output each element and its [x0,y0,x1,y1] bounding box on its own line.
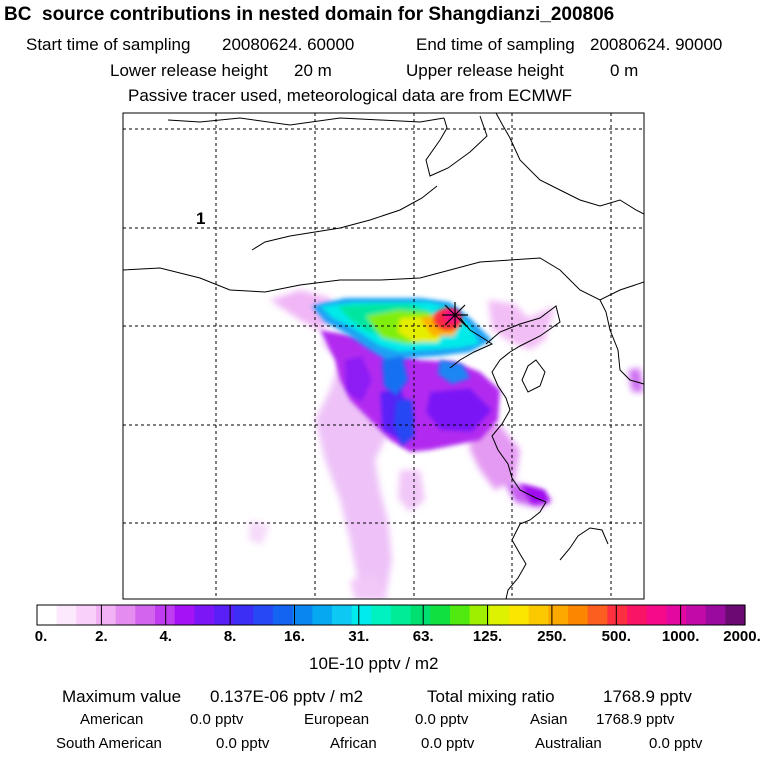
colorbar-cell [155,605,176,625]
colorbar-tick-label: 1000. [661,628,700,645]
total-mixing-value: 1768.9 pptv [603,687,692,706]
colorbar [36,604,746,626]
max-value: 0.137E-06 pptv / m2 [210,687,364,706]
upper-release-value: 0 m [610,61,639,80]
colorbar-tick-label: 2000. [723,628,761,645]
colorbar-cell [646,605,667,625]
colorbar-tick-label: 250. [537,628,567,645]
map-region-label: 1 [196,209,205,228]
colorbar-cell [371,605,392,625]
colorbar-cell [450,605,471,625]
colorbar-tick-label: 8. [223,628,237,645]
colorbar-tick-label: 0. [34,628,48,645]
colorbar-cell [430,605,451,625]
colorbar-cell [469,605,490,625]
colorbar-tick-label: 125. [472,628,503,645]
south-american-value: 0.0 pptv [216,735,270,752]
colorbar-tick-label: 63. [412,628,434,645]
colorbar-cell [37,605,58,625]
end-time-value: 20080624. 90000 [590,35,723,54]
colorbar-cell [214,605,235,625]
colorbar-cell [233,605,254,625]
start-time-label: Start time of sampling [26,35,191,54]
end-time-label: End time of sampling [416,35,575,54]
colorbar-tick-label: 16. [284,628,305,645]
australian-label: Australian [535,735,602,752]
tracer-note: Passive tracer used, meteorological data… [128,86,573,105]
colorbar-cell [96,605,117,625]
total-mixing-label: Total mixing ratio [427,687,555,706]
american-value: 0.0 pptv [190,711,244,728]
colorbar-cell [725,605,746,625]
receptor-marker-icon [442,302,468,328]
colorbar-cell [273,605,294,625]
south-american-label: South American [56,735,162,752]
colorbar-cell [587,605,608,625]
colorbar-tick-label: 2. [95,628,108,645]
map-grid [123,113,644,599]
colorbar-unit-label: 10E-10 pptv / m2 [309,654,439,673]
colorbar-cell [332,605,353,625]
colorbar-tick-label: 31. [348,628,370,645]
european-value: 0.0 pptv [415,711,469,728]
colorbar-cell [76,605,97,625]
lower-release-label: Lower release height [110,61,268,80]
colorbar-cell [115,605,136,625]
colorbar-cell [489,605,510,625]
source-contribution-map: 1 [122,112,645,600]
asian-value: 1768.9 pptv [596,711,675,728]
asian-label: Asian [530,711,568,728]
chart-title: BC source contributions in nested domain… [4,4,615,25]
american-label: American [80,711,144,728]
australian-value: 0.0 pptv [649,735,703,752]
colorbar-tick-label: 500. [601,628,631,645]
colorbar-cell [135,605,156,625]
colorbar-cell [509,605,530,625]
colorbar-cell [705,605,726,625]
colorbar-cell [607,605,628,625]
colorbar-cell [312,605,333,625]
colorbar-cell [528,605,549,625]
max-value-label: Maximum value [62,687,182,706]
colorbar-cell [686,605,707,625]
colorbar-cell [666,605,687,625]
upper-release-label: Upper release height [406,61,564,80]
african-value: 0.0 pptv [421,735,475,752]
start-time-value: 20080624. 60000 [222,35,355,54]
colorbar-cell [548,605,569,625]
colorbar-cell [410,605,431,625]
lower-release-value: 20 m [294,61,332,80]
colorbar-tick-label: 4. [159,628,172,645]
colorbar-cell [56,605,77,625]
colorbar-cell [194,605,215,625]
colorbar-cell [391,605,412,625]
map-frame [122,112,645,600]
colorbar-cell [351,605,372,625]
european-label: European [304,711,370,728]
colorbar-cell [627,605,648,625]
colorbar-cell [253,605,274,625]
colorbar-cell [568,605,589,625]
african-label: African [330,735,377,752]
colorbar-cell [174,605,195,625]
colorbar-cell [292,605,313,625]
